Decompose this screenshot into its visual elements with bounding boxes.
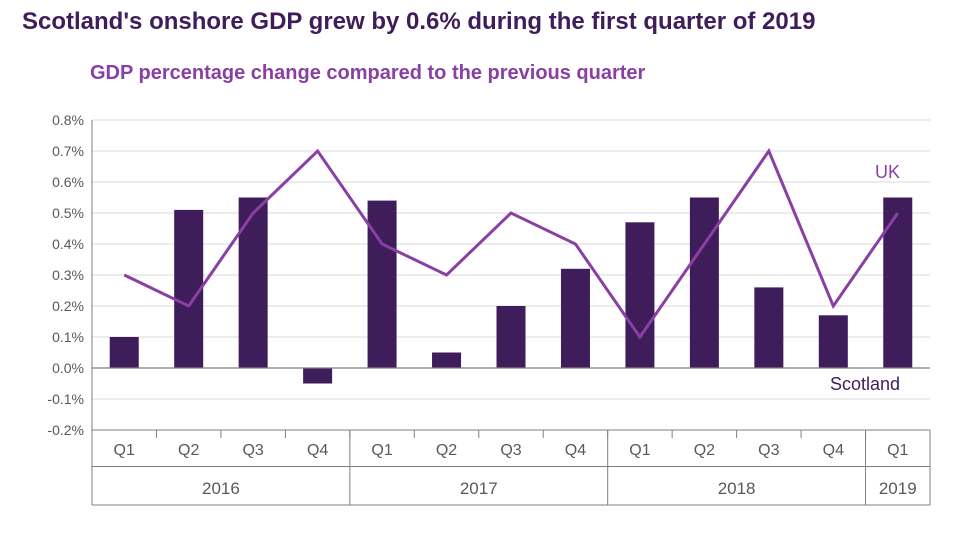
- scotland-bar: [754, 287, 783, 368]
- uk-series-label: UK: [875, 162, 900, 182]
- y-tick-label: 0.5%: [52, 205, 84, 221]
- year-label: 2017: [460, 479, 498, 498]
- y-tick-label: 0.8%: [52, 112, 84, 128]
- y-tick-label: -0.1%: [47, 391, 84, 407]
- scotland-bar: [625, 222, 654, 368]
- y-tick-label: 0.2%: [52, 298, 84, 314]
- quarter-label: Q4: [823, 442, 844, 459]
- scotland-bar: [690, 198, 719, 369]
- scotland-bar: [496, 306, 525, 368]
- year-label: 2018: [718, 479, 756, 498]
- scotland-bar: [303, 368, 332, 384]
- y-tick-label: 0.1%: [52, 329, 84, 345]
- scotland-series-label: Scotland: [830, 374, 900, 394]
- chart-subtitle: GDP percentage change compared to the pr…: [90, 62, 645, 85]
- quarter-label: Q4: [565, 442, 586, 459]
- quarter-label: Q1: [114, 442, 135, 459]
- y-tick-label: 0.0%: [52, 360, 84, 376]
- quarter-label: Q1: [371, 442, 392, 459]
- quarter-label: Q3: [500, 442, 521, 459]
- quarter-label: Q4: [307, 442, 328, 459]
- quarter-label: Q3: [242, 442, 263, 459]
- scotland-bar: [819, 315, 848, 368]
- quarter-label: Q1: [887, 442, 908, 459]
- y-tick-label: 0.3%: [52, 267, 84, 283]
- quarter-label: Q2: [694, 442, 715, 459]
- scotland-bar: [883, 198, 912, 369]
- year-label: 2019: [879, 479, 917, 498]
- scotland-bar: [239, 198, 268, 369]
- y-tick-label: 0.6%: [52, 174, 84, 190]
- y-tick-label: 0.4%: [52, 236, 84, 252]
- quarter-label: Q1: [629, 442, 650, 459]
- scotland-bar: [110, 337, 139, 368]
- year-label: 2016: [202, 479, 240, 498]
- scotland-bar: [368, 201, 397, 368]
- y-tick-label: 0.7%: [52, 143, 84, 159]
- page-title: Scotland's onshore GDP grew by 0.6% duri…: [22, 8, 815, 36]
- chart-svg: -0.2% -0.1% 0.0% 0.1% 0.2% 0.3% 0.4% 0.5% 0.6% 0.…: [30, 110, 950, 530]
- gdp-chart: -0.2% -0.1% 0.0% 0.1% 0.2% 0.3% 0.4% 0.5% 0.6% 0.…: [30, 110, 950, 530]
- quarter-label: Q2: [436, 442, 457, 459]
- y-tick-label: -0.2%: [47, 422, 84, 438]
- quarter-label: Q2: [178, 442, 199, 459]
- scotland-bar: [432, 353, 461, 369]
- scotland-bar: [561, 269, 590, 368]
- quarter-label: Q3: [758, 442, 779, 459]
